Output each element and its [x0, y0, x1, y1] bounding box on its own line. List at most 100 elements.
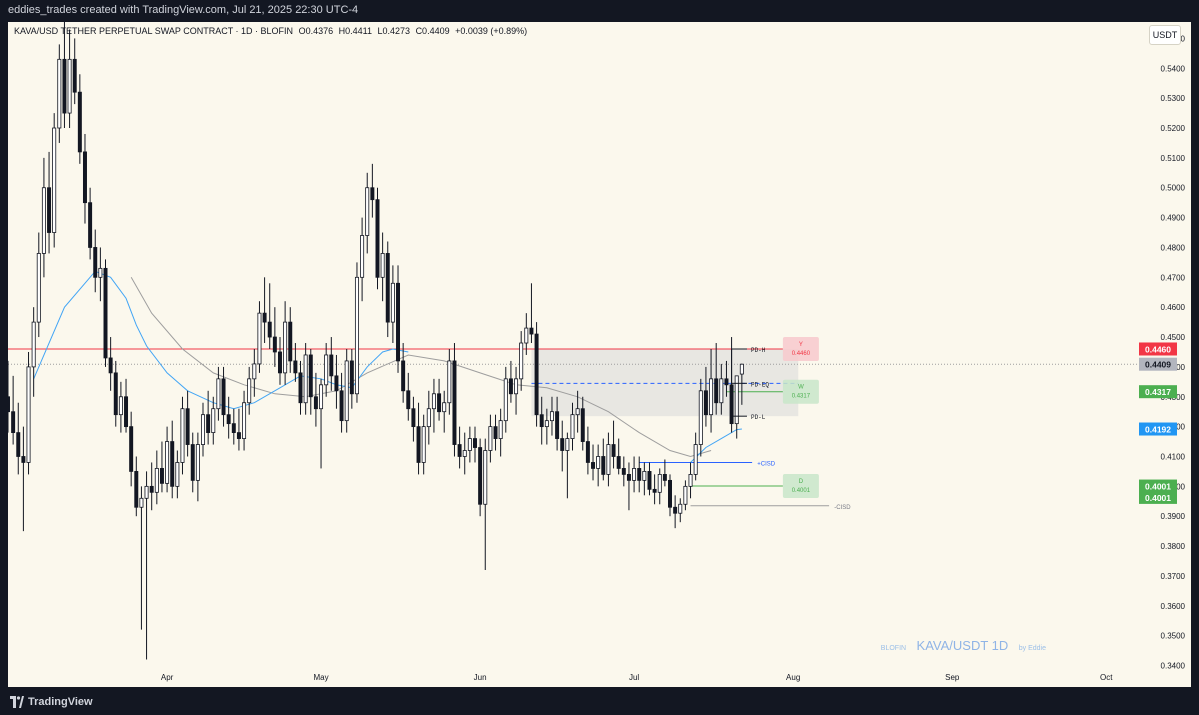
candle-body [426, 408, 431, 428]
price-label-bg [1139, 422, 1177, 436]
premium-discount-box [531, 348, 799, 417]
price-label-text: 0.4001 [1145, 493, 1171, 503]
level-box-letter: Y [799, 342, 803, 348]
candle-body [647, 471, 652, 490]
y-tick-label: 0.4100 [1161, 452, 1186, 461]
candle-body [231, 423, 236, 433]
candle-body [714, 378, 719, 404]
y-tick-label: 0.4800 [1161, 243, 1186, 252]
symbol-legend: KAVA/USD TETHER PERPETUAL SWAP CONTRACT … [14, 26, 530, 36]
candle-body [560, 438, 565, 451]
candle-body [662, 474, 667, 481]
candle-body [585, 441, 590, 463]
candle-body [498, 420, 503, 439]
x-tick-label: Sep [945, 673, 960, 682]
candle-body [334, 375, 339, 392]
candle-body [354, 276, 359, 395]
range-label: PD-H [751, 347, 766, 354]
candle-body [195, 444, 200, 481]
candle-body [396, 282, 401, 362]
watermark-symbol: KAVA/USDT 1D [916, 638, 1009, 653]
candle-body [719, 378, 724, 404]
y-tick-label: 0.3600 [1161, 602, 1186, 611]
candle-body [134, 471, 139, 508]
candle-body [524, 327, 529, 344]
y-tick-label: 0.3400 [1161, 662, 1186, 671]
candle-body [452, 360, 457, 445]
price-label-bg [1139, 342, 1177, 356]
legend-change: +0.0039 (+0.89%) [455, 26, 528, 36]
candle-body [601, 456, 606, 475]
candle-body [154, 468, 159, 493]
level-box-value: 0.4317 [792, 394, 811, 400]
candle-body [57, 58, 62, 129]
candle-body [165, 441, 170, 484]
level-box [782, 379, 819, 404]
candle-body [570, 414, 575, 439]
candle-body [668, 479, 672, 508]
candle-body [519, 342, 524, 380]
candle-body [41, 187, 46, 254]
candle-body [503, 378, 508, 422]
candle-body [401, 360, 406, 392]
y-tick-label: 0.5000 [1161, 184, 1186, 193]
range-label: PD-EQ [751, 381, 769, 388]
candle-body [724, 378, 729, 386]
candle-body [508, 378, 513, 395]
candle-body [93, 247, 98, 278]
candle-body [149, 485, 154, 493]
candle-body [575, 408, 580, 416]
candle-body [206, 414, 211, 433]
y-tick-label: 0.3500 [1161, 632, 1186, 641]
candle-body [698, 390, 703, 445]
tradingview-logo-icon[interactable] [10, 696, 24, 708]
candle-body [72, 58, 77, 93]
candle-body [267, 321, 272, 338]
candle-body [185, 408, 190, 445]
candle-body [113, 372, 118, 416]
candle-body [118, 396, 123, 416]
candle-body [170, 441, 175, 487]
candle-body [621, 468, 626, 475]
currency-button[interactable]: USDT [1149, 25, 1181, 45]
price-label-text: 0.4409 [1145, 360, 1171, 370]
candle-body [431, 393, 436, 410]
x-tick-label: May [313, 673, 328, 682]
chart-panel[interactable]: PD-H PD-EQ PD-L +CISD -CISD Y 0.4460 W 0.4317 D 0.… [8, 22, 1191, 687]
candle-body [47, 187, 52, 233]
tradingview-logo-text[interactable]: TradingView [28, 696, 93, 708]
candle-body [262, 312, 267, 323]
legend-close: C0.4409 [415, 26, 450, 36]
candle-body [129, 426, 134, 472]
level-box-value: 0.4460 [792, 351, 811, 357]
candle-body [457, 444, 462, 457]
candle-body [236, 432, 241, 439]
candle-body [375, 199, 380, 278]
candle-body [247, 378, 252, 404]
candle-body [360, 235, 365, 278]
price-label-bg [1139, 490, 1177, 504]
candle-body [67, 58, 72, 114]
candle-body [483, 450, 488, 505]
range-label: PD-L [751, 414, 766, 421]
price-label-text: 0.4460 [1145, 344, 1171, 354]
price-chart[interactable]: PD-H PD-EQ PD-L +CISD -CISD Y 0.4460 W 0.4317 D 0.… [8, 22, 1191, 687]
candle-body [216, 378, 221, 410]
candle-body [437, 393, 442, 413]
price-label-text: 0.4192 [1145, 425, 1171, 435]
legend-open: O0.4376 [298, 26, 334, 36]
y-tick-label: 0.3800 [1161, 542, 1186, 551]
candle-body [272, 336, 277, 353]
candle-body [324, 354, 329, 386]
candle-body [478, 447, 483, 505]
candle-body [298, 372, 303, 404]
candle-body [616, 456, 621, 469]
candle-body [257, 312, 262, 365]
candle-body [349, 360, 354, 395]
price-label-bg [1139, 479, 1177, 493]
candle-body [544, 420, 549, 428]
candle-body [26, 366, 31, 463]
y-tick-label: 0.4600 [1161, 303, 1186, 312]
attribution-text: eddies_trades created with TradingView.c… [8, 4, 359, 16]
candle-body [8, 396, 10, 413]
